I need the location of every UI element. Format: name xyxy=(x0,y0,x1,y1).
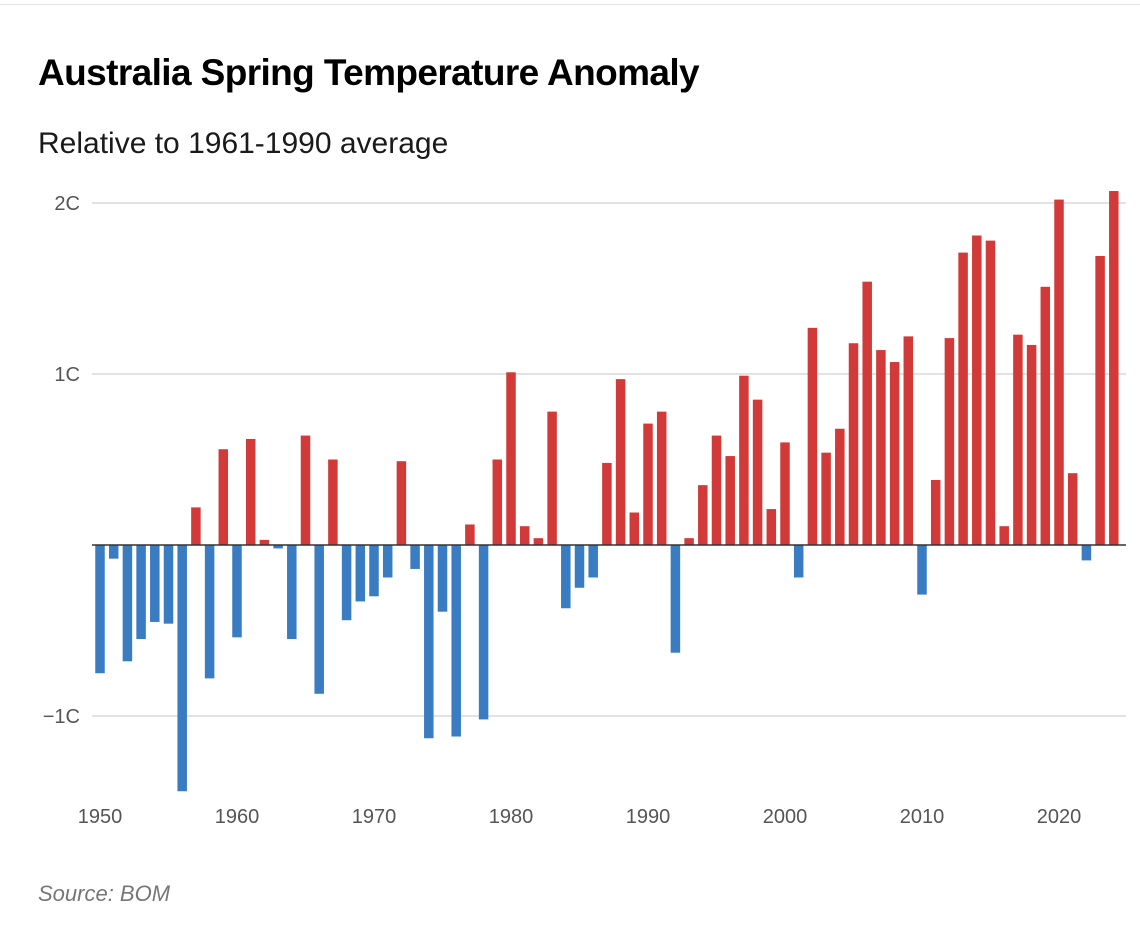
bar-1984 xyxy=(561,545,571,609)
bar-1969 xyxy=(355,545,366,602)
bar-1954 xyxy=(150,545,160,622)
x-tick-label: 2020 xyxy=(1037,806,1082,828)
bar-1951 xyxy=(108,545,119,559)
chart-subtitle: Relative to 1961-1990 average xyxy=(38,127,449,160)
bar-2019 xyxy=(1040,286,1051,545)
bar-1955 xyxy=(163,545,174,624)
bar-1967 xyxy=(328,459,338,545)
bar-1996 xyxy=(725,456,735,545)
bar-2018 xyxy=(1026,344,1037,545)
bar-1978 xyxy=(478,545,489,720)
bar-2020 xyxy=(1054,199,1064,545)
bar-2005 xyxy=(848,343,859,545)
bar-2014 xyxy=(972,235,982,546)
bar-1957 xyxy=(191,507,201,545)
bar-1976 xyxy=(451,545,461,737)
bar-1985 xyxy=(574,545,585,588)
y-tick-label: 2C xyxy=(54,193,80,215)
y-tick-label: 1C xyxy=(54,364,80,386)
bar-1980 xyxy=(506,372,516,545)
bar-1963 xyxy=(273,545,283,549)
bar-1977 xyxy=(465,524,475,545)
bar-1989 xyxy=(629,512,640,545)
bar-1983 xyxy=(547,411,557,545)
bar-1960 xyxy=(232,545,242,638)
bar-2013 xyxy=(958,252,968,545)
y-tick-label: −1C xyxy=(43,706,80,728)
bar-2009 xyxy=(903,336,914,545)
x-axis-ticks: 1950 1960 1970 1980 1990 2000 2010 2020 xyxy=(78,806,1082,828)
bar-1959 xyxy=(218,449,229,545)
bar-1968 xyxy=(341,545,352,621)
chart-source: Source: BOM xyxy=(38,881,171,906)
y-axis-ticks: 2C 1C −1C xyxy=(43,193,80,728)
chart-title: Australia Spring Temperature Anomaly xyxy=(38,52,700,93)
bar-1987 xyxy=(602,462,612,545)
bar-1979 xyxy=(492,459,503,545)
bar-2008 xyxy=(889,362,900,545)
bar-1962 xyxy=(259,539,270,545)
bar-2024 xyxy=(1109,191,1119,545)
bar-2022 xyxy=(1081,545,1092,561)
bar-1952 xyxy=(122,545,133,662)
x-tick-label: 1980 xyxy=(489,806,534,828)
bar-2001 xyxy=(793,545,804,578)
bar-1995 xyxy=(711,435,722,545)
bar-1956 xyxy=(177,545,187,792)
bar-1986 xyxy=(588,545,598,578)
bar-2000 xyxy=(780,442,790,545)
bar-1970 xyxy=(369,545,379,597)
bar-1975 xyxy=(437,545,448,612)
x-tick-label: 1960 xyxy=(215,806,260,828)
bar-1958 xyxy=(204,545,215,679)
bar-1988 xyxy=(615,379,626,545)
bar-2012 xyxy=(944,338,955,545)
bar-1990 xyxy=(643,423,653,545)
bar-1965 xyxy=(300,435,311,545)
bar-2006 xyxy=(862,281,872,545)
bar-1972 xyxy=(396,461,407,545)
bar-1997 xyxy=(739,375,749,545)
x-tick-label: 2000 xyxy=(763,806,808,828)
bar-1966 xyxy=(314,545,324,694)
bar-2003 xyxy=(821,452,831,545)
bar-1974 xyxy=(424,545,434,739)
bar-1950 xyxy=(95,545,105,674)
bars xyxy=(95,191,1119,792)
bar-2021 xyxy=(1067,473,1078,545)
x-tick-label: 1970 xyxy=(352,806,397,828)
bar-1992 xyxy=(670,545,681,653)
bar-2002 xyxy=(807,327,818,545)
bar-1982 xyxy=(533,538,544,545)
x-tick-label: 1950 xyxy=(78,806,123,828)
bar-2016 xyxy=(999,526,1009,545)
bar-2017 xyxy=(1013,334,1023,545)
bar-2011 xyxy=(930,480,941,545)
bar-1971 xyxy=(382,545,393,578)
bar-1994 xyxy=(698,485,708,545)
bar-1961 xyxy=(245,438,256,545)
bar-1973 xyxy=(410,545,420,569)
bar-1953 xyxy=(136,545,146,640)
bar-2015 xyxy=(985,240,996,545)
chart-plot: 2C 1C −1C 1950 1960 1970 1980 1990 2000 2010 2020 xyxy=(43,191,1126,828)
bar-1998 xyxy=(752,399,763,545)
bar-2004 xyxy=(835,428,845,545)
top-rule xyxy=(0,4,1140,5)
x-tick-label: 1990 xyxy=(626,806,671,828)
bar-1964 xyxy=(287,545,297,640)
bar-2010 xyxy=(917,545,927,595)
bar-1981 xyxy=(519,526,530,545)
bar-1999 xyxy=(766,509,777,545)
bar-2007 xyxy=(876,350,886,545)
bar-1993 xyxy=(684,538,694,545)
x-tick-label: 2010 xyxy=(900,806,945,828)
bar-2023 xyxy=(1095,256,1105,545)
bar-1991 xyxy=(656,411,667,545)
